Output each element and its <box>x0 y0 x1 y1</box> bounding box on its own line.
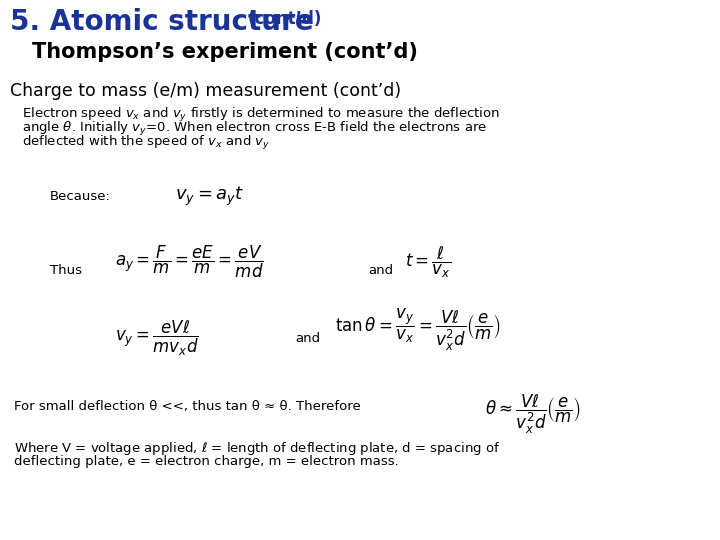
Text: $v_y = \dfrac{eV\ell}{mv_x d}$: $v_y = \dfrac{eV\ell}{mv_x d}$ <box>115 319 199 357</box>
Text: deflecting plate, e = electron charge, m = electron mass.: deflecting plate, e = electron charge, m… <box>14 455 399 468</box>
Text: $v_y = a_y t$: $v_y = a_y t$ <box>175 185 244 208</box>
Text: Electron speed $v_x$ and $v_y$ firstly is determined to measure the deflection: Electron speed $v_x$ and $v_y$ firstly i… <box>22 106 500 124</box>
Text: Because:: Because: <box>50 190 111 203</box>
Text: $a_y = \dfrac{F}{m} = \dfrac{eE}{m} = \dfrac{eV}{md}$: $a_y = \dfrac{F}{m} = \dfrac{eE}{m} = \d… <box>115 244 264 280</box>
Text: and: and <box>368 264 393 276</box>
Text: 5. Atomic structure: 5. Atomic structure <box>10 8 314 36</box>
Text: $\tan\theta = \dfrac{v_y}{v_x} = \dfrac{V\ell}{v_x^2 d}\left(\dfrac{e}{m}\right): $\tan\theta = \dfrac{v_y}{v_x} = \dfrac{… <box>335 307 500 353</box>
Text: deflected with the speed of $v_x$ and $v_y$: deflected with the speed of $v_x$ and $v… <box>22 134 270 152</box>
Text: angle $\theta$. Initially $v_y$=0. When electron cross E-B field the electrons a: angle $\theta$. Initially $v_y$=0. When … <box>22 120 487 138</box>
Text: For small deflection θ <<, thus tan θ ≈ θ. Therefore: For small deflection θ <<, thus tan θ ≈ … <box>14 400 361 413</box>
Text: (cont’d): (cont’d) <box>248 10 323 28</box>
Text: and: and <box>295 332 320 345</box>
Text: $\theta \approx \dfrac{V\ell}{v_x^2 d}\left(\dfrac{e}{m}\right)$: $\theta \approx \dfrac{V\ell}{v_x^2 d}\l… <box>485 393 581 436</box>
Text: Where V = voltage applied, $\ell$ = length of deflecting plate, d = spacing of: Where V = voltage applied, $\ell$ = leng… <box>14 440 500 457</box>
Text: Thus: Thus <box>50 264 82 276</box>
Text: $t = \dfrac{\ell}{v_x}$: $t = \dfrac{\ell}{v_x}$ <box>405 245 451 280</box>
Text: Charge to mass (e/m) measurement (cont’d): Charge to mass (e/m) measurement (cont’d… <box>10 82 401 100</box>
Text: Thompson’s experiment (cont’d): Thompson’s experiment (cont’d) <box>32 42 418 62</box>
